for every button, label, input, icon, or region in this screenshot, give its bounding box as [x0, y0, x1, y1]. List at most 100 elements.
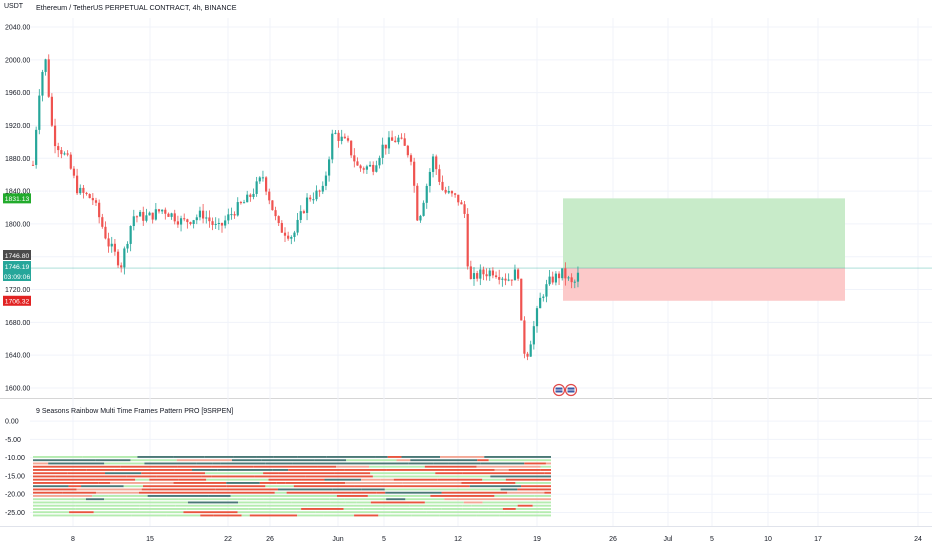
indicator-stripe [235, 475, 255, 478]
candle-body [94, 200, 98, 203]
candle-body [381, 144, 384, 158]
candle-body [167, 213, 170, 217]
indicator-stripe [261, 459, 315, 462]
indicator-stripe [536, 459, 551, 462]
indicator-stripe [363, 508, 424, 510]
candle-body [72, 168, 76, 176]
candle-body [252, 193, 255, 197]
indicator-stripe [476, 465, 541, 468]
indicator-stripe [330, 501, 346, 504]
candle-body [457, 194, 460, 203]
indicator-stripe [521, 485, 551, 488]
indicator-stripe [269, 488, 278, 491]
time-axis-tick: 8 [71, 536, 75, 543]
event-flag-icon[interactable] [564, 383, 578, 397]
candle-body [299, 211, 302, 220]
indicator-stripe [380, 478, 394, 481]
candle-body [463, 204, 466, 214]
candle-body [504, 278, 507, 281]
candle-body [438, 169, 441, 182]
indicator-stripe [441, 508, 463, 510]
indicator-stripe [278, 472, 335, 475]
candle-body [539, 297, 542, 309]
candle-body [88, 194, 91, 199]
indicator-stripe [135, 478, 150, 481]
candle-body [554, 273, 557, 283]
indicator-stripe [95, 478, 136, 481]
indicator-stripe [545, 462, 551, 465]
price-axis-tick: 1800.00 [5, 221, 30, 228]
candle-body [551, 276, 554, 283]
indicator-title[interactable]: 9 Seasons Rainbow Multi Time Frames Patt… [36, 408, 233, 415]
candle-body [337, 132, 340, 141]
indicator-stripe [507, 491, 545, 494]
indicator-stripe [141, 488, 152, 491]
indicator-stripe [33, 511, 53, 514]
indicator-stripe [370, 501, 425, 504]
indicator-stripe [396, 459, 411, 462]
indicator-stripe [151, 488, 216, 491]
indicator-stripe [441, 491, 508, 494]
candle-body [183, 218, 186, 220]
indicator-stripe [301, 478, 325, 481]
indicator-stripe [515, 511, 540, 514]
candle-body [353, 155, 356, 162]
candle-body [450, 191, 454, 194]
price-axis-tick: 1720.00 [5, 287, 30, 294]
candle-body [104, 226, 107, 239]
indicator-stripe [345, 482, 403, 484]
candle-body [435, 156, 438, 170]
indicator-stripe [307, 504, 354, 507]
indicator-stripe [33, 456, 83, 458]
indicator-stripe [95, 491, 139, 494]
indicator-stripe [92, 495, 109, 497]
candle-body [91, 198, 94, 201]
indicator-stripe [359, 498, 387, 501]
indicator-stripe [386, 469, 445, 471]
candle-body [107, 238, 110, 247]
indicator-stripe [539, 511, 551, 514]
indicator-stripe [205, 472, 264, 475]
take-profit-zone[interactable] [563, 198, 845, 269]
indicator-stripe [55, 501, 124, 504]
candle-body [101, 217, 104, 227]
indicator-stripe [343, 508, 364, 510]
candle-body [372, 164, 375, 172]
indicator-stripe [175, 504, 213, 507]
candle-body [120, 265, 123, 268]
candle-body [277, 216, 280, 224]
indicator-stripe [177, 465, 212, 468]
candle-body [397, 137, 400, 143]
indicator-stripe [55, 475, 105, 478]
indicator-stripe [81, 485, 124, 488]
candle-body [494, 275, 498, 278]
indicator-stripe [49, 498, 86, 501]
indicator-stripe [98, 482, 111, 484]
indicator-stripe [204, 482, 227, 484]
indicator-stripe [336, 465, 370, 468]
indicator-stripe [288, 469, 345, 471]
symbol-title[interactable]: Ethereum / TetherUS PERPETUAL CONTRACT, … [36, 3, 237, 12]
indicator-stripe [33, 478, 96, 481]
time-axis-tick: 12 [454, 536, 462, 543]
candle-body [265, 177, 268, 192]
candle-body [145, 215, 148, 221]
indicator-stripe [502, 508, 516, 510]
candle-body [318, 190, 321, 192]
indicator-stripe [230, 491, 275, 494]
indicator-stripe [490, 475, 551, 478]
candle-body [261, 177, 265, 179]
candle-body [356, 161, 359, 166]
candle-body [189, 222, 192, 224]
stop-loss-zone[interactable] [563, 268, 845, 301]
indicator-stripe [146, 511, 184, 514]
indicator-stripe [367, 495, 431, 497]
indicator-stripe [433, 462, 449, 465]
indicator-stripe [277, 488, 333, 491]
indicator-stripe [296, 511, 316, 514]
candle-body [409, 155, 413, 162]
event-flag-icon[interactable] [552, 383, 566, 397]
candle-body [309, 197, 312, 200]
